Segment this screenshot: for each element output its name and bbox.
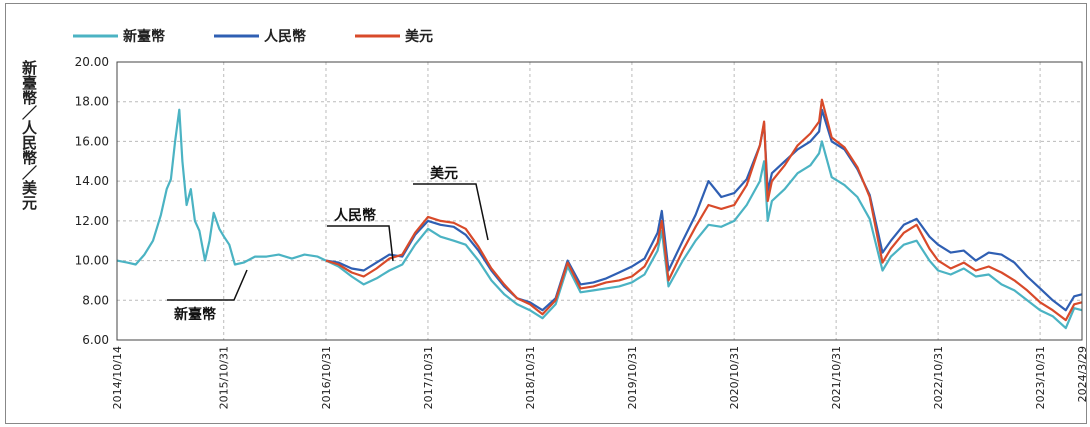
- annotation-cny-leader: [327, 225, 394, 262]
- plot-area: [116, 61, 1083, 341]
- series-line-twd: [116, 108, 1083, 330]
- series-lines: [116, 98, 1083, 330]
- annotation-cny: 人民幣: [327, 207, 394, 262]
- x-tick-label: 2021/10/31: [830, 346, 843, 409]
- x-tick-label: 2023/10/31: [1034, 346, 1047, 409]
- x-tick-label: 2022/10/31: [932, 346, 945, 409]
- x-tick-label: 2020/10/31: [728, 346, 741, 409]
- annotation-usd: 美元: [413, 165, 489, 241]
- y-tick-label: 18.00: [75, 95, 109, 109]
- legend: 新臺幣 人民幣 美元: [73, 28, 433, 45]
- series-line-cny: [325, 108, 1083, 312]
- annotation-cny-label: 人民幣: [334, 207, 376, 224]
- x-tick-label: 2016/10/31: [320, 346, 333, 409]
- y-tick-label: 16.00: [75, 134, 109, 148]
- legend-label-twd: 新臺幣: [123, 28, 165, 45]
- x-tick-label: 2015/10/31: [218, 346, 231, 409]
- y-tick-label: 10.00: [75, 254, 109, 268]
- chart-frame: 新臺幣 人民幣 美元 新臺幣／人民幣／美元 6.00 8.00 10.00 12.00…: [5, 3, 1089, 424]
- x-axis-ticks: 2014/10/14 2015/10/31 2016/10/31 2017/10/31…: [111, 346, 1089, 409]
- annotation-twd-label: 新臺幣: [174, 306, 216, 323]
- y-tick-label: 6.00: [82, 333, 109, 347]
- legend-label-usd: 美元: [405, 28, 433, 45]
- annotation-twd-leader: [167, 269, 248, 301]
- legend-item-usd[interactable]: 美元: [355, 28, 433, 45]
- series-line-usd: [325, 98, 1083, 322]
- x-tick-label: 2014/10/14: [111, 346, 124, 409]
- y-axis-title: 新臺幣／人民幣／美元: [20, 59, 38, 211]
- legend-label-cny: 人民幣: [264, 28, 306, 45]
- line-chart: 新臺幣 人民幣 美元 新臺幣／人民幣／美元 6.00 8.00 10.00 12.00…: [20, 28, 1089, 409]
- annotation-twd: 新臺幣: [167, 269, 248, 323]
- annotation-usd-leader: [413, 183, 489, 241]
- x-tick-label: 2019/10/31: [626, 346, 639, 409]
- legend-item-cny[interactable]: 人民幣: [214, 28, 306, 45]
- y-tick-label: 14.00: [75, 174, 109, 188]
- grid: [117, 61, 1082, 341]
- y-tick-label: 8.00: [82, 293, 109, 307]
- y-axis-ticks: 6.00 8.00 10.00 12.00 14.00 16.00 18.00 20.00: [75, 55, 109, 347]
- y-tick-label: 20.00: [75, 55, 109, 69]
- x-tick-label: 2017/10/31: [422, 346, 435, 409]
- legend-item-twd[interactable]: 新臺幣: [73, 28, 165, 45]
- y-tick-label: 12.00: [75, 214, 109, 228]
- annotation-usd-label: 美元: [430, 165, 458, 182]
- x-tick-label: 2018/10/31: [524, 346, 537, 409]
- x-tick-label: 2024/3/29: [1076, 346, 1086, 402]
